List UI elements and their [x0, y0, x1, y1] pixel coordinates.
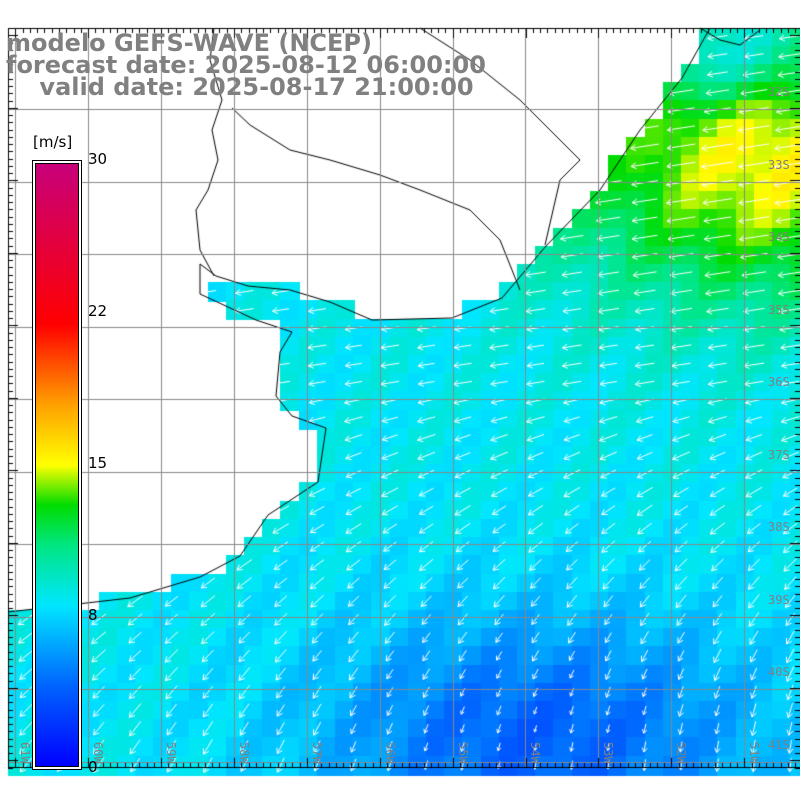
colorbar-tick-label: 8: [88, 606, 98, 624]
latitude-label: 38S: [768, 520, 790, 534]
latitude-label: 41S: [768, 737, 790, 752]
title-valid-date: valid date: 2025-08-17 21:00:00: [6, 73, 474, 101]
longitude-label: 56W: [382, 742, 397, 764]
longitude-label: 52W: [674, 742, 689, 764]
latitude-label: 35S: [768, 302, 790, 317]
colorbar-tick-label: 0: [88, 758, 98, 776]
longitude-label: 53W: [601, 742, 616, 764]
longitude-label: 59W: [163, 742, 178, 764]
title-forecast-date: forecast date: 2025-08-12 06:00:00: [6, 51, 486, 79]
latitude-label: 39S: [768, 592, 790, 607]
colorbar-tick-label: 30: [88, 150, 108, 168]
longitude-label: 61W: [18, 742, 33, 764]
latitude-label: 37S: [768, 447, 790, 462]
latitude-label: 40S: [768, 665, 790, 679]
colorbar-unit: [m/s]: [33, 133, 73, 151]
latitude-label: 33S: [768, 157, 790, 172]
colorbar-tick-label: 15: [88, 454, 108, 472]
colorbar: [32, 160, 82, 770]
longitude-label: 55W: [455, 742, 470, 764]
latitude-label: 34S: [768, 230, 790, 244]
longitude-label: 51W: [747, 742, 762, 764]
longitude-label: 58W: [236, 742, 251, 764]
longitude-label: 57W: [309, 742, 324, 764]
title-model: modelo GEFS-WAVE (NCEP): [6, 29, 372, 57]
colorbar-gradient: [35, 163, 79, 767]
colorbar-tick-label: 22: [88, 302, 108, 320]
latitude-label: 32S: [768, 85, 790, 99]
longitude-label: 54W: [528, 742, 543, 764]
latitude-label: 36S: [768, 375, 790, 389]
